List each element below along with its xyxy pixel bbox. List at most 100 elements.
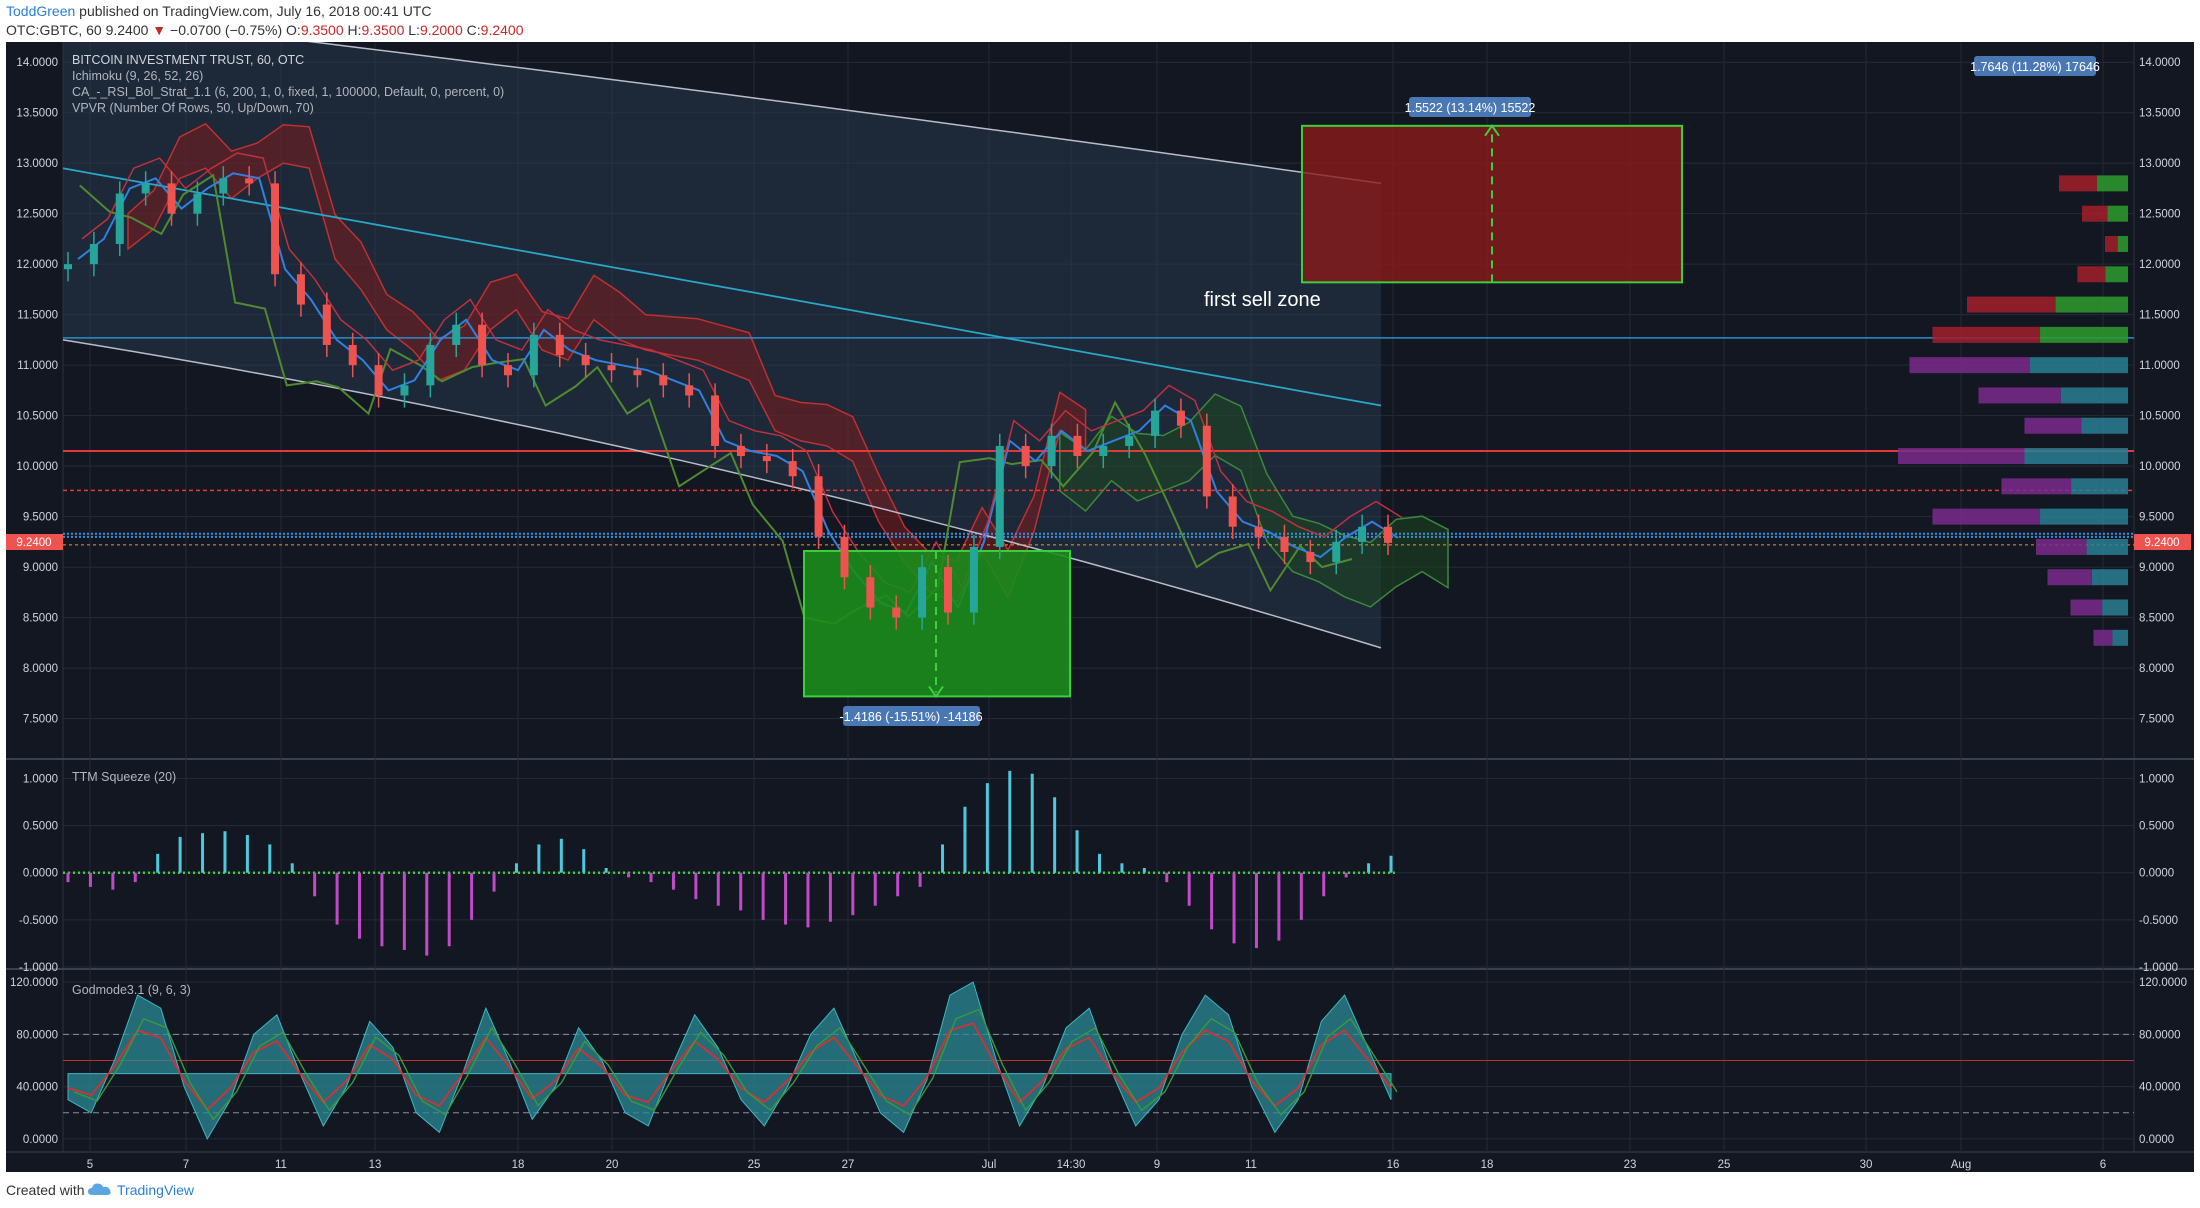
candle-body	[452, 324, 461, 345]
chart-canvas[interactable]: first sell zone 1.5522 (13.14%) 15522 -1…	[6, 10, 2194, 1172]
vpvr-up-bar	[2029, 357, 2128, 374]
bollinger-basis-line	[62, 167, 1382, 407]
vpvr-up-bar	[2107, 205, 2128, 222]
publication-header: ToddGreen published on TradingView.com, …	[0, 0, 2200, 42]
vpvr-up-bar	[2040, 508, 2128, 525]
candle-body	[1358, 526, 1367, 542]
vpvr-down-bar	[2036, 538, 2087, 555]
price-tick-left: 11.5000	[17, 310, 58, 322]
chart-background	[6, 42, 2194, 1172]
godmode-tick-right: 40.0000	[2139, 1082, 2181, 1094]
vpvr-down-bar	[2077, 266, 2106, 283]
ttm-squeeze-histogram	[63, 770, 1396, 956]
legend-vpvr[interactable]: VPVR (Number Of Rows, 50, Up/Down, 70)	[72, 101, 314, 115]
left-price-tag-label: 9.2400	[16, 537, 51, 549]
time-tick-label: 14:30	[1057, 1159, 1086, 1171]
candle-body	[866, 577, 875, 608]
price-tick-left: 9.5000	[23, 512, 58, 524]
candle-body	[478, 324, 487, 366]
open-label: O:	[286, 22, 301, 38]
time-tick-label: 18	[1481, 1159, 1494, 1171]
candle-body	[64, 264, 72, 270]
price-tick-right: 13.5000	[2139, 108, 2181, 120]
right-price-tag	[2134, 534, 2191, 550]
candle-body	[1254, 526, 1263, 537]
time-tick-label: Jul	[982, 1159, 997, 1171]
godmode-oscillator	[63, 981, 2134, 1140]
candle-body	[555, 334, 564, 356]
price-tick-left: 8.5000	[23, 613, 58, 625]
candle-body	[1125, 435, 1134, 446]
vpvr-up-bar	[2055, 296, 2128, 313]
vpvr-down-bar	[2105, 235, 2118, 252]
ichimoku-lagging-span	[79, 173, 1353, 625]
candle-body	[504, 365, 512, 376]
price-tick-left: 9.0000	[23, 562, 58, 574]
candle-body	[1176, 410, 1185, 426]
price-tick-left: 12.5000	[16, 209, 58, 221]
price-tick-left: 7.5000	[23, 714, 58, 726]
candle-body	[685, 385, 694, 396]
candle-body	[1280, 536, 1289, 552]
squeeze-tick-left: 0.0000	[23, 868, 58, 880]
vpvr-down-bar	[2082, 205, 2108, 222]
godmode-tick-left: 0.0000	[23, 1134, 58, 1146]
price-tick-right: 8.5000	[2139, 613, 2174, 625]
high-label: H:	[347, 22, 362, 38]
chart-frame[interactable]: first sell zone 1.5522 (13.14%) 15522 -1…	[6, 10, 2194, 1172]
close-value: 9.2400	[480, 22, 524, 38]
candle-body	[1021, 445, 1030, 467]
price-tick-left: 12.0000	[16, 259, 58, 271]
time-tick-label: 11	[1245, 1159, 1257, 1171]
candle-body	[892, 607, 901, 618]
vpvr-down-bar	[1898, 448, 2025, 465]
legend-ichimoku[interactable]: Ichimoku (9, 26, 52, 26)	[72, 69, 203, 83]
down-measure-badge	[843, 706, 980, 726]
candle-body	[659, 375, 668, 386]
vpvr-down-bar	[1932, 508, 2041, 525]
squeeze-tick-right: 1.0000	[2139, 773, 2174, 785]
price-tick-right: 12.5000	[2139, 209, 2181, 221]
vpvr-down-bar	[2047, 569, 2092, 586]
vpvr-up-bar	[2071, 478, 2128, 495]
price-tick-left: 14.0000	[16, 57, 58, 69]
time-tick-label: 5	[87, 1159, 93, 1171]
candle-body	[529, 334, 538, 376]
tradingview-cloud-icon[interactable]	[88, 1183, 112, 1197]
legend-ttm-squeeze[interactable]: TTM Squeeze (20)	[72, 770, 176, 784]
vpvr-down-bar	[1967, 296, 2056, 313]
chart-title: BITCOIN INVESTMENT TRUST, 60, OTC	[72, 53, 304, 67]
squeeze-tick-right: 0.0000	[2139, 868, 2174, 880]
candle-body	[814, 476, 823, 537]
low-value: 9.2000	[419, 22, 463, 38]
godmode-tick-right: 80.0000	[2139, 1029, 2181, 1041]
vpvr-up-bar	[2105, 266, 2128, 283]
godmode-tick-right: 0.0000	[2139, 1134, 2174, 1146]
price-axes[interactable]: 14.0000 14.0000 13.5000 13.5000 13.0000 13.00…	[10, 57, 2187, 1171]
top-right-measure-label: 1.7646 (11.28%) 17646	[1970, 60, 2100, 74]
candlestick-series[interactable]	[64, 166, 1392, 630]
legend-godmode[interactable]: Godmode3.1 (9, 6, 3)	[72, 983, 191, 997]
time-tick-label: 9	[1154, 1159, 1160, 1171]
price-tick-right: 10.0000	[2139, 461, 2181, 473]
up-arrow-icon	[1484, 124, 1500, 137]
legend-strategy[interactable]: CA_-_RSI_Bol_Strat_1.1 (6, 200, 1, 0, fi…	[72, 85, 504, 99]
candle-body	[840, 536, 849, 578]
down-measure-label: -1.4186 (-15.51%) -14186	[839, 710, 982, 724]
candle-body	[1151, 410, 1160, 436]
author-link[interactable]: ToddGreen	[6, 3, 76, 19]
sell-zone-label[interactable]: first sell zone	[1204, 289, 1321, 311]
candle-body	[633, 370, 642, 376]
candle-body	[1047, 435, 1056, 467]
squeeze-tick-left: -0.5000	[19, 915, 58, 927]
down-arrow-icon	[928, 685, 944, 699]
squeeze-tick-right: 0.5000	[2139, 821, 2174, 833]
tradingview-link[interactable]: TradingView	[117, 1182, 195, 1198]
squeeze-tick-left: 0.5000	[23, 821, 58, 833]
candle-body	[141, 183, 150, 194]
price-tick-left: 8.0000	[23, 663, 58, 675]
symbol-label: OTC:GBTC, 60	[6, 22, 102, 38]
candle-body	[944, 567, 952, 613]
squeeze-tick-left: -1.0000	[19, 962, 58, 974]
time-tick-label: 16	[1387, 1159, 1400, 1171]
